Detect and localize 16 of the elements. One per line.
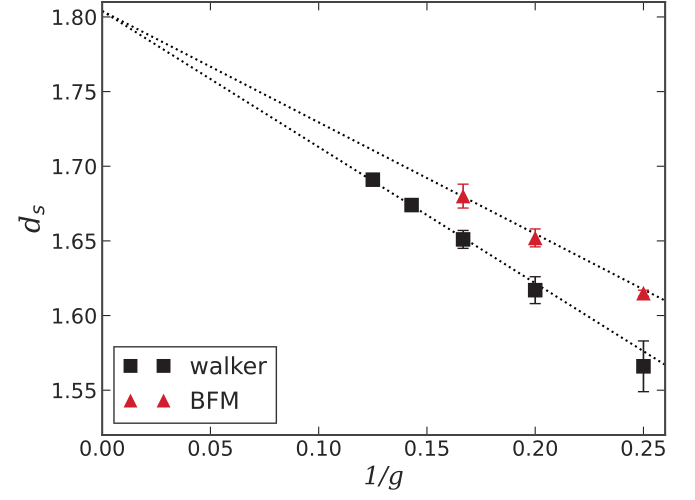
x-tick-label: 0.10 (296, 440, 340, 456)
x-axis-title: 1/g (365, 466, 403, 490)
y-tick-label: 1.75 (53, 84, 96, 100)
x-tick-label: 0.05 (188, 440, 232, 456)
legend-label: walker (190, 356, 267, 375)
y-tick-label: 1.60 (53, 308, 96, 324)
y-tick-label: 1.55 (53, 382, 96, 398)
x-tick-label: 0.25 (622, 440, 665, 456)
x-tick-label: 0.20 (513, 440, 558, 456)
y-tick-label: 1.65 (53, 233, 96, 250)
legend-label: BFM (192, 392, 238, 409)
y-tick-label: 1.80 (53, 9, 96, 26)
y-tick-label: 1.70 (53, 158, 96, 174)
x-tick-label: 0.15 (405, 440, 448, 456)
x-tick-label: 0.00 (80, 440, 124, 456)
y-axis-title: d$_{s}$ (18, 205, 44, 233)
